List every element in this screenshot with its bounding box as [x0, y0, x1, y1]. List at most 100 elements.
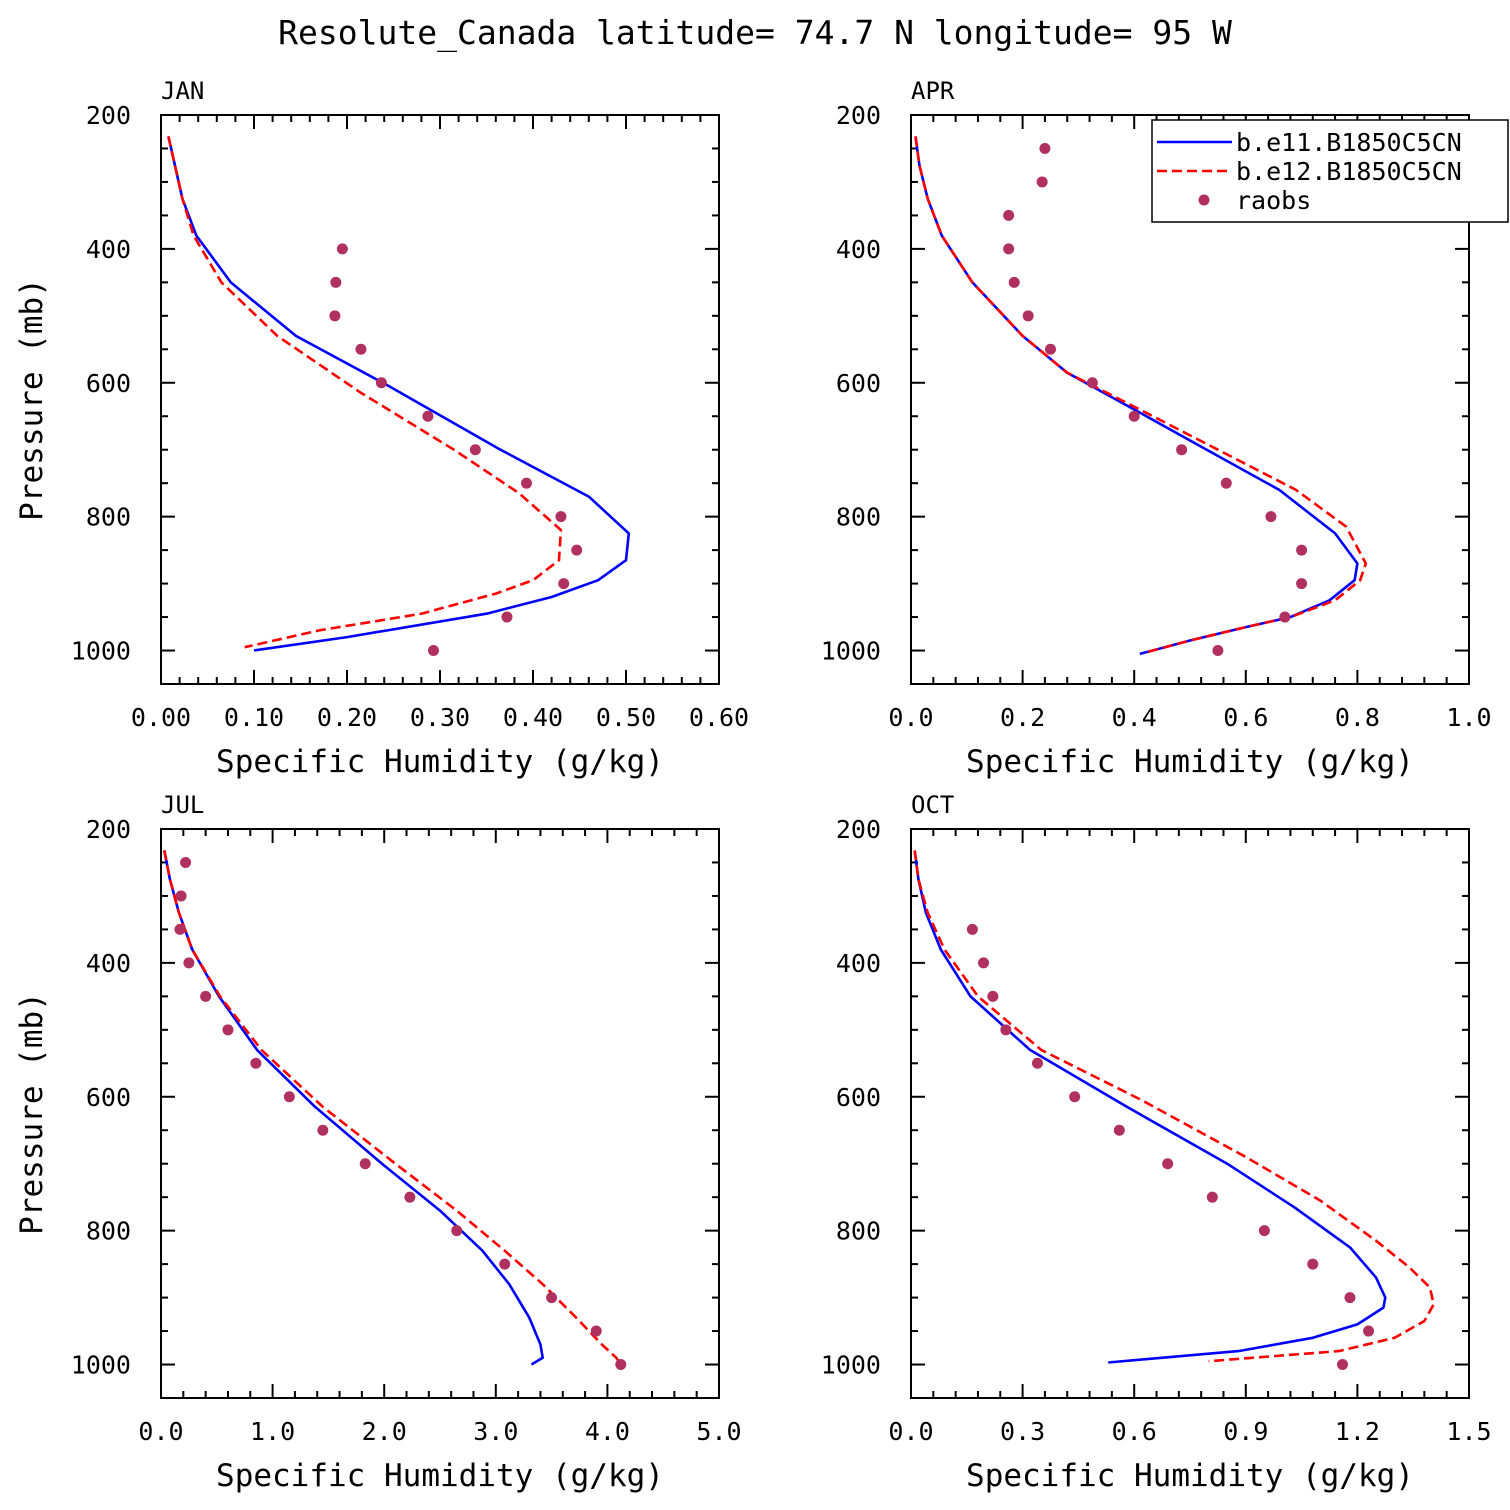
raobs-point: [1212, 645, 1224, 657]
x-tick-label: 0.2: [1000, 703, 1045, 732]
raobs-point: [1296, 544, 1308, 556]
raobs-point: [427, 645, 439, 657]
raobs-point: [1258, 1225, 1270, 1237]
raobs-point: [1206, 1191, 1218, 1203]
series-group: [913, 850, 1435, 1371]
panel-label: JUL: [161, 791, 204, 819]
x-tick-label: 5.0: [696, 1417, 741, 1446]
raobs-point: [404, 1191, 416, 1203]
y-tick-label: 1000: [821, 1351, 881, 1380]
raobs-point: [1344, 1292, 1356, 1304]
y-tick-label: 800: [86, 503, 131, 532]
panel-jan: JAN 0.00 0.10 0.20 0.30 0.40 0.50 0.60 200 400 600…: [14, 77, 749, 780]
legend-label: b.e11.B1850C5CN: [1236, 128, 1462, 157]
legend-marker-raobs: [1198, 194, 1210, 206]
series-line-b-e11: [167, 136, 631, 652]
raobs-point: [250, 1057, 262, 1069]
raobs-point: [330, 276, 342, 288]
raobs-point: [1307, 1258, 1319, 1270]
y-tick-label: 400: [836, 949, 881, 978]
raobs-point: [1128, 410, 1140, 422]
x-tick-label: 1.0: [250, 1417, 295, 1446]
raobs-point: [987, 990, 999, 1002]
raobs-point: [1265, 511, 1277, 523]
panel-label: JAN: [161, 77, 204, 105]
plot-frame: [910, 828, 1470, 1399]
raobs-point: [1296, 578, 1308, 590]
panel-jul: JUL 0.0 1.0 2.0 3.0 4.0 5.0 200 400 600 800 1000 Spe…: [14, 791, 742, 1494]
y-tick-label: 800: [86, 1217, 131, 1246]
y-tick-label: 1000: [71, 637, 131, 666]
x-tick-label: 0.60: [689, 703, 749, 732]
series-line-b-e12: [163, 850, 622, 1366]
x-axis-label: Specific Humidity (g/kg): [216, 1458, 664, 1494]
raobs-point: [1031, 1057, 1043, 1069]
figure-title: Resolute_Canada latitude= 74.7 N longitu…: [278, 13, 1232, 53]
raobs-point: [546, 1292, 558, 1304]
x-tick-label: 0.40: [503, 703, 563, 732]
x-tick-label: 0.4: [1112, 703, 1157, 732]
x-tick-label: 0.8: [1335, 703, 1380, 732]
raobs-point: [469, 444, 481, 456]
raobs-point: [1039, 142, 1051, 154]
series-group: [167, 136, 631, 657]
x-tick-label: 0.9: [1223, 1417, 1268, 1446]
y-tick-label: 200: [836, 101, 881, 130]
raobs-point: [1000, 1024, 1012, 1036]
series-line-b-e11: [913, 850, 1387, 1364]
x-tick-label: 0.0: [888, 1417, 933, 1446]
plot-frame: [160, 114, 720, 685]
x-tick-label: 3.0: [473, 1417, 518, 1446]
x-tick-label: 2.0: [362, 1417, 407, 1446]
raobs-point: [1022, 310, 1034, 322]
x-tick-label: 0.50: [596, 703, 656, 732]
raobs-point: [174, 923, 186, 935]
x-tick-label: 0.20: [317, 703, 377, 732]
panel-apr: APR 0.0 0.2 0.4 0.6 0.8 1.0 200 400 600 800 1000 Spe…: [821, 77, 1492, 780]
raobs-point: [571, 544, 583, 556]
raobs-point: [180, 856, 192, 868]
y-tick-label: 600: [86, 1083, 131, 1112]
raobs-point: [1176, 444, 1188, 456]
raobs-point: [175, 890, 187, 902]
y-tick-label: 400: [836, 235, 881, 264]
raobs-point: [1086, 377, 1098, 389]
raobs-point: [1337, 1359, 1349, 1371]
panel-label: APR: [911, 77, 955, 105]
x-tick-label: 0.10: [224, 703, 284, 732]
raobs-point: [1008, 276, 1020, 288]
raobs-point: [317, 1124, 329, 1136]
panels: JAN 0.00 0.10 0.20 0.30 0.40 0.50 0.60 200 400 600…: [14, 77, 1492, 1494]
raobs-point: [590, 1325, 602, 1337]
series-line-b-e12: [167, 136, 563, 649]
x-axis-label: Specific Humidity (g/kg): [966, 1458, 1414, 1494]
raobs-point: [336, 243, 348, 255]
raobs-point: [499, 1258, 511, 1270]
x-tick-label: 0.6: [1223, 703, 1268, 732]
raobs-point: [520, 477, 532, 489]
y-tick-label: 600: [836, 1083, 881, 1112]
raobs-point: [555, 511, 567, 523]
legend-label: b.e12.B1850C5CN: [1236, 157, 1462, 186]
panel-oct: OCT 0.0 0.3 0.6 0.9 1.2 1.5 200 400 600 800 1000 Spe…: [821, 791, 1492, 1494]
raobs-point: [501, 611, 513, 623]
raobs-point: [1003, 243, 1015, 255]
raobs-point: [359, 1158, 371, 1170]
y-tick-label: 600: [86, 369, 131, 398]
legend-label: raobs: [1236, 186, 1311, 215]
raobs-point: [978, 957, 990, 969]
y-tick-label: 400: [86, 949, 131, 978]
y-axis-label: Pressure (mb): [14, 992, 50, 1235]
raobs-point: [1069, 1091, 1081, 1103]
y-tick-label: 1000: [821, 637, 881, 666]
plot-frame: [160, 828, 720, 1399]
x-tick-label: 0.30: [410, 703, 470, 732]
series-group: [914, 136, 1368, 657]
plot-frame: [910, 114, 1470, 685]
raobs-point: [329, 310, 341, 322]
y-tick-label: 1000: [71, 1351, 131, 1380]
raobs-point: [615, 1359, 627, 1371]
raobs-point: [1162, 1158, 1174, 1170]
raobs-point: [1045, 343, 1056, 355]
